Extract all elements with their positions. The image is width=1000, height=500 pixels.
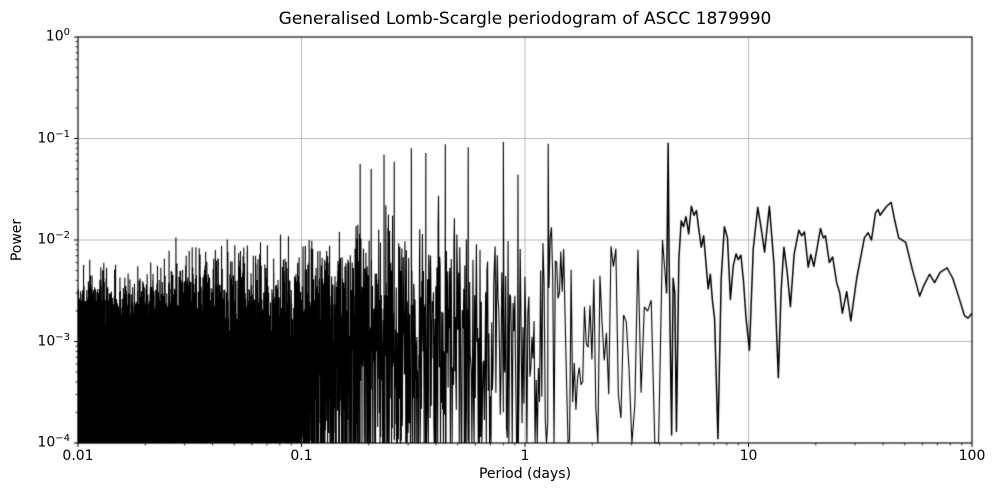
- x-axis-label: Period (days): [478, 466, 572, 482]
- y-axis-label: Power: [9, 218, 25, 262]
- x-tick-label: 100: [958, 448, 986, 464]
- y-tick-label: 10−1: [37, 128, 70, 147]
- x-tick-label: 0.01: [62, 448, 94, 464]
- y-tick-label: 100: [45, 27, 70, 45]
- x-tick-label: 0.1: [290, 448, 313, 464]
- chart-title: Generalised Lomb-Scargle periodogram of …: [278, 9, 772, 29]
- y-tick-label: 10−3: [37, 331, 70, 350]
- y-tick-label: 10−4: [37, 433, 70, 451]
- x-tick-label: 10: [739, 448, 758, 464]
- x-tick-label: 1: [520, 448, 530, 464]
- y-tick-label: 10−2: [37, 230, 70, 248]
